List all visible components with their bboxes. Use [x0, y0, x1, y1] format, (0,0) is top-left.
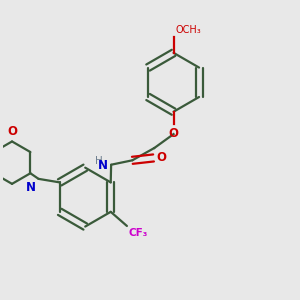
Text: N: N: [26, 181, 36, 194]
Text: CF₃: CF₃: [128, 228, 148, 238]
Text: H: H: [95, 156, 103, 166]
Text: OCH₃: OCH₃: [175, 25, 201, 34]
Text: O: O: [7, 125, 17, 138]
Text: N: N: [98, 159, 108, 172]
Text: O: O: [169, 127, 178, 140]
Text: O: O: [156, 152, 166, 164]
